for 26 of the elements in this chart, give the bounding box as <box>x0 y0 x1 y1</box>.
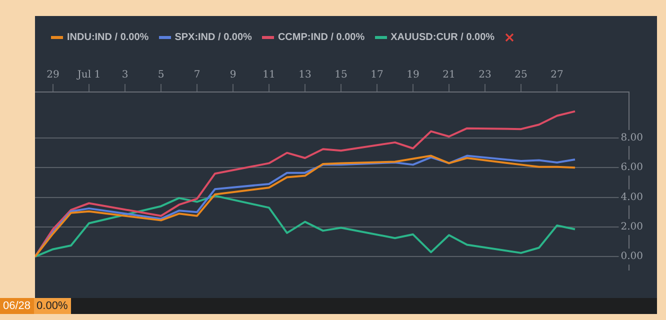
x-tick-label: 11 <box>262 70 276 81</box>
x-tick-label: 15 <box>334 70 348 81</box>
x-tick-label: 9 <box>230 70 236 81</box>
x-tick-label: 19 <box>406 70 420 81</box>
y-tick-label: 4.00 <box>620 192 643 203</box>
x-tick-label: Jul 1 <box>76 70 101 81</box>
y-tick-label: 6.00 <box>620 162 643 174</box>
x-tick-label: 17 <box>370 70 384 81</box>
y-tick-label: 8.00 <box>620 132 643 144</box>
x-tick-label: 27 <box>550 70 564 81</box>
x-tick-label: 7 <box>194 70 200 81</box>
y-tick-label: 2.00 <box>620 222 643 233</box>
x-tick-label: 23 <box>478 70 492 81</box>
text: 0.00% <box>34 298 71 314</box>
legend-label: XAUUSD:CUR / 0.00% <box>390 32 495 43</box>
x-tick-label: 29 <box>46 70 60 81</box>
x-tick-label: 3 <box>122 70 128 81</box>
x-tick-label: 21 <box>442 70 456 81</box>
text: 06/28 <box>0 298 34 314</box>
y-tick-label: 0.00 <box>620 251 643 262</box>
x-tick-label: 25 <box>514 70 528 81</box>
legend-label: INDU:IND / 0.00% <box>67 32 149 43</box>
legend-label: CCMP:IND / 0.00% <box>278 32 365 43</box>
x-tick-label: 5 <box>158 70 164 81</box>
x-tick-label: 13 <box>298 70 312 81</box>
legend-label: SPX:IND / 0.00% <box>174 32 252 43</box>
